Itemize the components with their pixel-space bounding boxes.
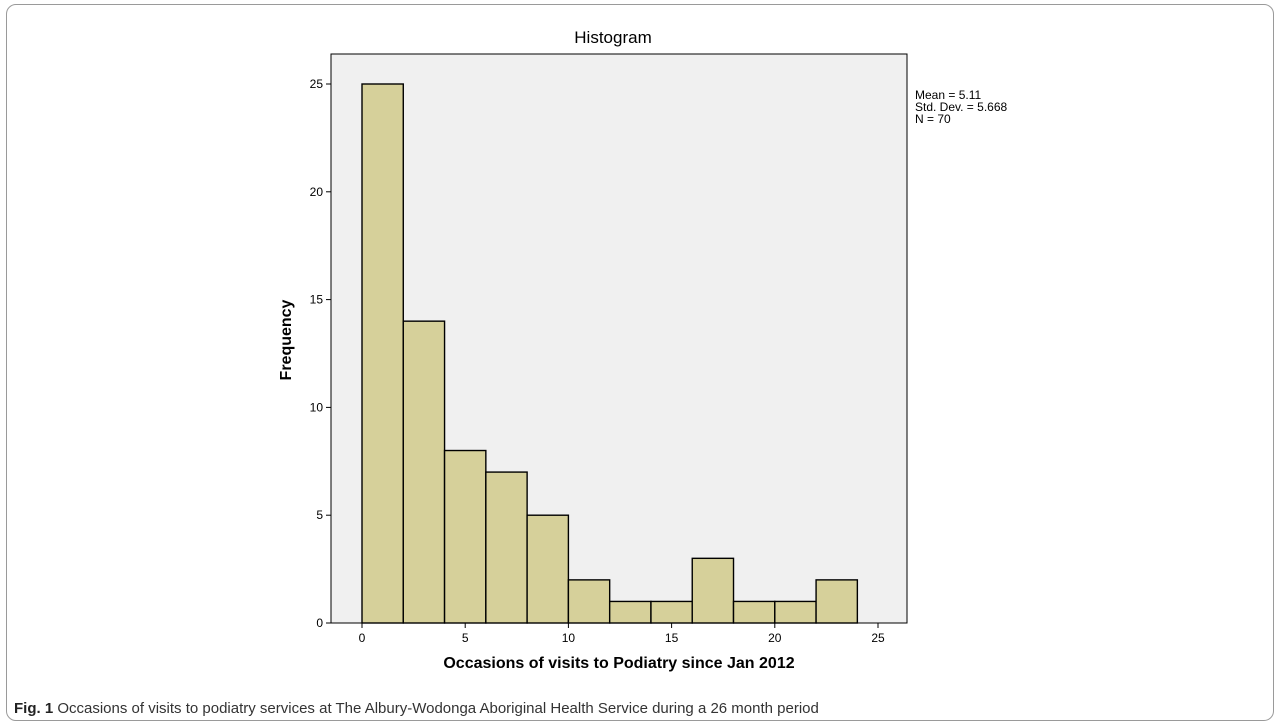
y-tick-label: 15 xyxy=(310,293,324,307)
histogram-bar xyxy=(567,579,611,624)
x-tick-label: 15 xyxy=(665,631,679,645)
caption-text: Occasions of visits to podiatry services… xyxy=(57,700,819,717)
x-axis: 0 5 10 15 20 25 xyxy=(359,623,885,645)
chart-title: Histogram xyxy=(574,28,651,47)
histogram-bar xyxy=(691,557,735,624)
x-tick-label: 20 xyxy=(768,631,782,645)
stat-n: N = 70 xyxy=(915,112,951,126)
y-tick-label: 10 xyxy=(310,400,324,414)
histogram-bar xyxy=(361,83,404,624)
stats-box: Mean = 5.11 Std. Dev. = 5.668 N = 70 xyxy=(915,89,1007,125)
x-axis-label: Occasions of visits to Podiatry since Ja… xyxy=(443,655,794,672)
x-tick-label: 10 xyxy=(562,631,576,645)
histogram-bar xyxy=(402,320,446,624)
figure-caption: Fig. 1 Occasions of visits to podiatry s… xyxy=(14,700,819,717)
histogram-bar xyxy=(732,600,776,624)
bars-group xyxy=(361,83,859,624)
x-tick-label: 5 xyxy=(462,631,469,645)
y-tick-label: 25 xyxy=(310,77,324,91)
histogram-bar xyxy=(815,579,859,624)
histogram-bar xyxy=(774,600,817,624)
caption-label: Fig. 1 xyxy=(14,700,54,717)
x-tick-label: 25 xyxy=(871,631,885,645)
x-tick-label: 0 xyxy=(359,631,366,645)
histogram-bar xyxy=(443,449,487,624)
histogram-bar xyxy=(650,600,693,624)
y-tick-label: 0 xyxy=(316,616,323,630)
y-tick-label: 20 xyxy=(310,185,324,199)
histogram-bar xyxy=(526,514,570,624)
stat-mean: Mean = 5.11 xyxy=(915,88,982,102)
y-tick-label: 5 xyxy=(316,508,323,522)
stat-std-dev: Std. Dev. = 5.668 xyxy=(915,100,1008,114)
histogram-bar xyxy=(485,471,528,624)
histogram-bar xyxy=(608,600,652,624)
y-axis: 0 5 10 15 20 25 xyxy=(310,77,331,630)
y-axis-label: Frequency xyxy=(278,299,295,380)
